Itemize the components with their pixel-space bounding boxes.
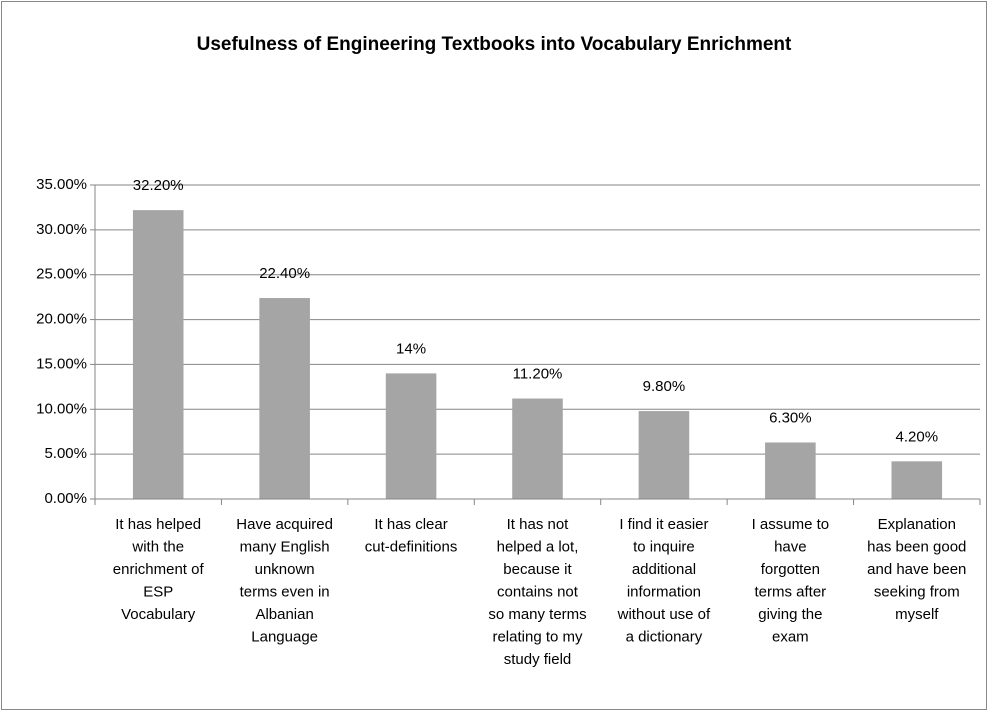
y-tick-label: 30.00% xyxy=(36,221,87,238)
x-tick-label-line: forgotten xyxy=(761,561,820,578)
y-tick-label: 35.00% xyxy=(36,176,87,193)
data-label: 6.30% xyxy=(769,409,812,426)
x-tick-label: I assume to have forgotten terms after givin… xyxy=(752,516,830,646)
y-tick-label: 20.00% xyxy=(36,311,87,328)
chart-title: Usefulness of Engineering Textbooks into… xyxy=(197,34,792,55)
x-tick-label-line: contains not xyxy=(497,583,579,600)
x-tick-label-line: It has clear xyxy=(374,516,447,533)
x-tick-label-line: study field xyxy=(504,651,572,668)
x-tick-label-line: to inquire xyxy=(633,538,695,555)
x-tick-label-line: It has not xyxy=(507,516,570,533)
x-tick-label-line: additional xyxy=(632,561,696,578)
x-tick-label: It has helped with the enrichment of ESP Voc… xyxy=(113,516,205,623)
x-tick-label: I find it easier to inquire additional info… xyxy=(617,516,711,646)
y-tick-label: 0.00% xyxy=(44,490,87,507)
data-label: 11.20% xyxy=(513,365,563,382)
x-tick-label-line: Albanian xyxy=(255,606,313,623)
y-tick-label: 15.00% xyxy=(36,355,87,372)
x-tick-label-line: enrichment of xyxy=(113,561,205,578)
y-tick-label: 25.00% xyxy=(36,266,87,283)
bar xyxy=(132,210,184,499)
x-tick-label-line: cut-definitions xyxy=(365,538,458,555)
x-tick-label-line: terms even in xyxy=(240,583,330,600)
x-tick-label-line: and have been xyxy=(867,561,966,578)
x-tick-label-line: many English xyxy=(240,538,330,555)
data-label: 32.20% xyxy=(133,177,184,194)
x-tick-label: Explanation has been good and have been see… xyxy=(867,516,966,623)
x-tick-label: It has not helped a lot, because it contain… xyxy=(488,516,586,668)
bar xyxy=(512,398,563,499)
x-tick-label-line: Language xyxy=(251,628,318,645)
data-label: 9.80% xyxy=(643,378,686,395)
x-tick-label-line: Vocabulary xyxy=(121,606,196,623)
y-tick-label: 5.00% xyxy=(44,445,87,462)
data-label: 14% xyxy=(396,340,426,357)
x-tick-label-line: Have acquired xyxy=(236,516,333,533)
x-tick-label-line: unknown xyxy=(255,561,315,578)
x-tick-label: Have acquired many English unknown terms ev… xyxy=(236,516,333,646)
x-tick-label-line: terms after xyxy=(755,583,827,600)
x-tick-label-line: so many terms xyxy=(488,606,586,623)
x-tick-label-line: seeking from xyxy=(874,583,960,600)
x-tick-label-line: relating to my xyxy=(492,628,583,645)
x-tick-label-line: helped a lot, xyxy=(497,538,579,555)
x-tick-label-line: I assume to xyxy=(752,516,830,533)
y-tick-label: 10.00% xyxy=(36,400,87,417)
x-tick-label: It has clear cut-definitions xyxy=(365,516,458,556)
bar xyxy=(638,411,690,499)
x-tick-label-line: exam xyxy=(772,628,809,645)
x-tick-label-line: I find it easier xyxy=(619,516,708,533)
x-tick-label-line: without use of xyxy=(617,606,711,623)
x-tick-label-line: has been good xyxy=(867,538,966,555)
bar xyxy=(259,298,310,499)
data-label: 22.40% xyxy=(259,265,310,282)
x-tick-label-line: ESP xyxy=(143,583,173,600)
x-tick-label-line: because it xyxy=(503,561,572,578)
x-tick-label-line: information xyxy=(627,583,701,600)
x-tick-label-line: Explanation xyxy=(878,516,956,533)
x-tick-label-line: with the xyxy=(131,538,184,555)
x-tick-label-line: giving the xyxy=(758,606,822,623)
x-tick-label-line: myself xyxy=(895,606,939,623)
x-tick-label-line: a dictionary xyxy=(626,628,703,645)
data-label: 4.20% xyxy=(896,428,939,445)
bar xyxy=(385,373,437,499)
x-tick-label-line: have xyxy=(774,538,807,555)
bar xyxy=(891,461,943,499)
bar xyxy=(765,442,816,499)
x-tick-label-line: It has helped xyxy=(115,516,201,533)
